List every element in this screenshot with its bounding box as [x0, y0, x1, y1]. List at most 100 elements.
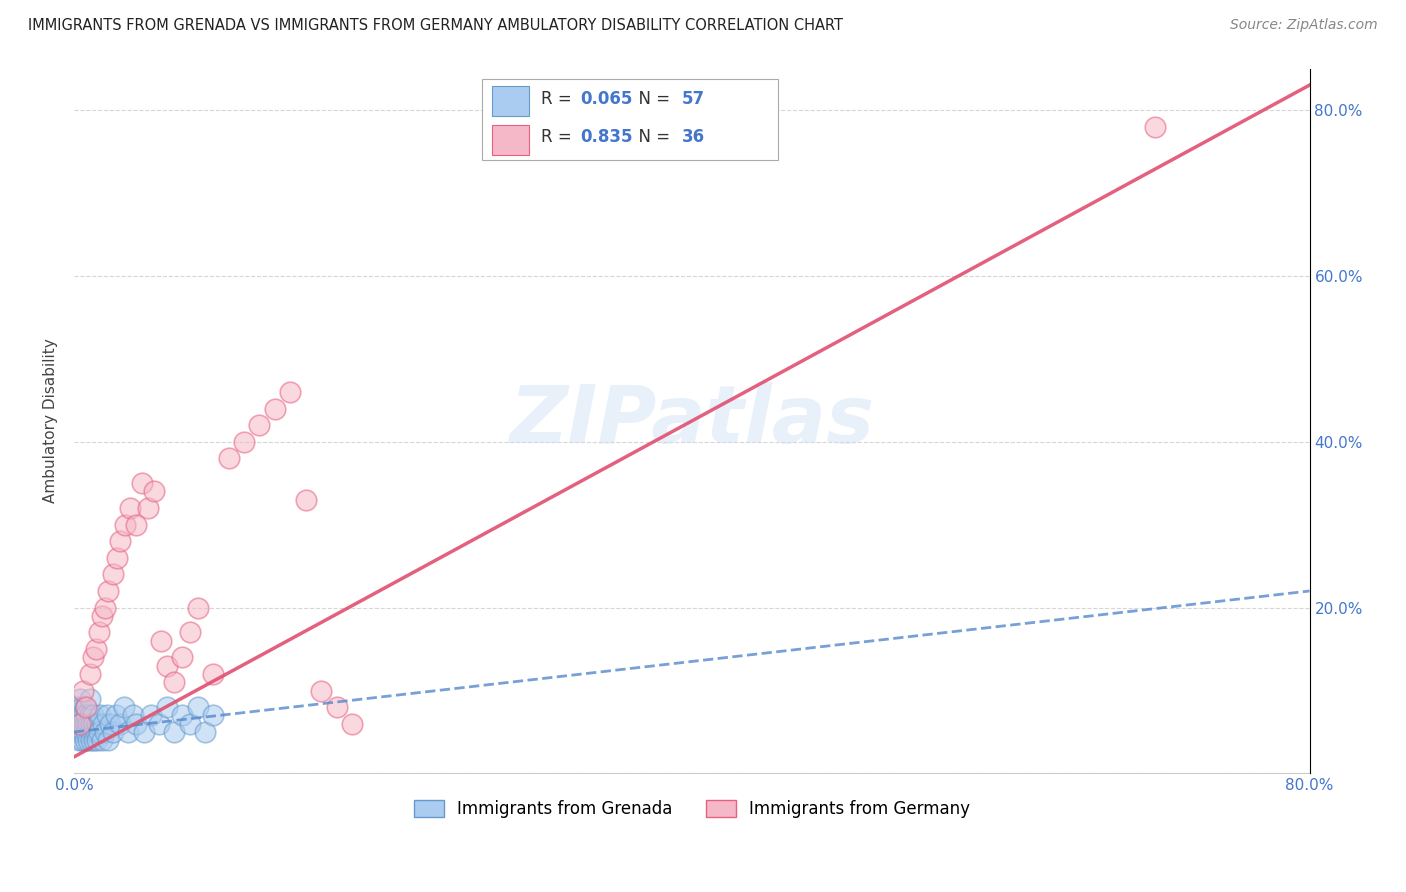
Point — [1144, 120, 1167, 134]
Point — [98, 716, 121, 731]
Text: ZIPatlas: ZIPatlas — [509, 382, 875, 460]
Point — [72, 683, 94, 698]
Point — [87, 625, 110, 640]
Point — [67, 708, 90, 723]
Point — [110, 716, 132, 731]
Point — [82, 708, 104, 723]
Point — [101, 725, 124, 739]
Point — [66, 725, 89, 739]
Point — [67, 733, 90, 747]
Point — [112, 700, 135, 714]
Text: R =: R = — [541, 128, 576, 146]
Point — [79, 708, 101, 723]
Point — [101, 567, 124, 582]
Point — [194, 725, 217, 739]
Text: N =: N = — [627, 128, 675, 146]
Point — [163, 725, 186, 739]
Point — [65, 716, 87, 731]
Point — [87, 725, 110, 739]
Point — [82, 650, 104, 665]
Point — [96, 708, 118, 723]
Point — [69, 716, 91, 731]
Point — [94, 725, 117, 739]
Point — [83, 716, 105, 731]
Point — [79, 691, 101, 706]
Text: R =: R = — [541, 90, 576, 108]
Point — [132, 725, 155, 739]
Point — [263, 401, 285, 416]
Point — [325, 700, 347, 714]
Point — [84, 725, 107, 739]
Point — [90, 733, 112, 747]
Point — [218, 451, 240, 466]
Point — [278, 384, 301, 399]
Point — [77, 733, 100, 747]
FancyBboxPatch shape — [492, 125, 529, 154]
Point — [156, 700, 179, 714]
Point — [73, 716, 96, 731]
Point — [309, 683, 332, 698]
Point — [86, 716, 108, 731]
Point — [148, 716, 170, 731]
Point — [75, 708, 97, 723]
Y-axis label: Ambulatory Disability: Ambulatory Disability — [44, 339, 58, 503]
Text: IMMIGRANTS FROM GRENADA VS IMMIGRANTS FROM GERMANY AMBULATORY DISABILITY CORRELA: IMMIGRANTS FROM GRENADA VS IMMIGRANTS FR… — [28, 18, 844, 33]
Point — [172, 650, 194, 665]
Point — [69, 716, 91, 731]
FancyBboxPatch shape — [482, 79, 779, 161]
FancyBboxPatch shape — [492, 87, 529, 117]
Point — [97, 733, 120, 747]
Point — [125, 517, 148, 532]
Text: 0.065: 0.065 — [581, 90, 633, 108]
Point — [114, 517, 136, 532]
Point — [80, 733, 103, 747]
Point — [233, 434, 256, 449]
Point — [340, 716, 363, 731]
Point — [80, 716, 103, 731]
Point — [86, 733, 108, 747]
Point — [83, 733, 105, 747]
Point — [179, 716, 201, 731]
Point — [172, 708, 194, 723]
Point — [70, 716, 93, 731]
Point — [141, 708, 163, 723]
Text: N =: N = — [627, 90, 675, 108]
Point — [69, 691, 91, 706]
Point — [143, 484, 166, 499]
Point — [72, 708, 94, 723]
Point — [187, 700, 209, 714]
Point — [79, 725, 101, 739]
Legend: Immigrants from Grenada, Immigrants from Germany: Immigrants from Grenada, Immigrants from… — [406, 794, 977, 825]
Point — [97, 584, 120, 599]
Point — [70, 733, 93, 747]
Point — [73, 733, 96, 747]
Point — [94, 600, 117, 615]
Point — [202, 708, 225, 723]
Point — [247, 418, 270, 433]
Point — [118, 501, 141, 516]
Point — [156, 658, 179, 673]
Point — [149, 633, 172, 648]
Point — [105, 550, 128, 565]
Point — [79, 667, 101, 681]
Text: Source: ZipAtlas.com: Source: ZipAtlas.com — [1230, 18, 1378, 32]
Point — [294, 492, 316, 507]
Point — [179, 625, 201, 640]
Point — [73, 700, 96, 714]
Point — [110, 534, 132, 549]
Point — [117, 725, 139, 739]
Text: 0.835: 0.835 — [581, 128, 633, 146]
Point — [163, 675, 186, 690]
Point — [121, 708, 143, 723]
Point — [69, 725, 91, 739]
Point — [90, 608, 112, 623]
Text: 57: 57 — [682, 90, 704, 108]
Point — [136, 501, 159, 516]
Point — [93, 716, 115, 731]
Point — [72, 725, 94, 739]
Point — [66, 700, 89, 714]
Point — [75, 700, 97, 714]
Point — [89, 708, 111, 723]
Point — [125, 716, 148, 731]
Point — [82, 725, 104, 739]
